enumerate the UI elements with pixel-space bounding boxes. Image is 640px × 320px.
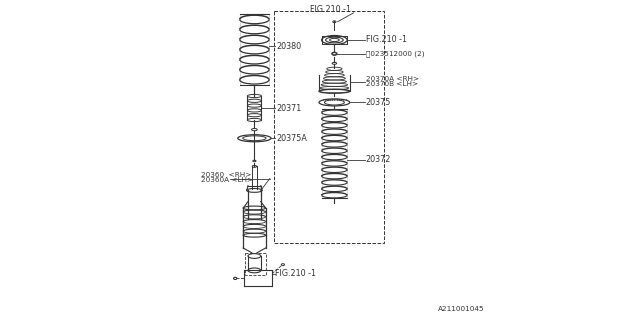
Text: 20370B <LH>: 20370B <LH> bbox=[366, 81, 418, 87]
Text: FIG.210 -1: FIG.210 -1 bbox=[310, 5, 351, 14]
Text: 20360  <RH>: 20360 <RH> bbox=[201, 172, 252, 178]
Text: 20371: 20371 bbox=[276, 104, 301, 113]
Text: 20370A <RH>: 20370A <RH> bbox=[366, 76, 419, 82]
Text: 20380: 20380 bbox=[276, 42, 301, 51]
Bar bbox=[274, 11, 384, 243]
Text: A211001045: A211001045 bbox=[438, 306, 485, 312]
Text: 20372: 20372 bbox=[366, 156, 391, 164]
Text: 20375A: 20375A bbox=[276, 134, 307, 143]
Text: Ⓝ023512000 (2): Ⓝ023512000 (2) bbox=[366, 51, 424, 57]
Text: FIG.210 -1: FIG.210 -1 bbox=[275, 269, 316, 278]
Text: FIG.210 -1: FIG.210 -1 bbox=[366, 36, 407, 44]
Text: 20375: 20375 bbox=[366, 98, 391, 107]
Text: 20360A <LH>: 20360A <LH> bbox=[201, 177, 253, 183]
